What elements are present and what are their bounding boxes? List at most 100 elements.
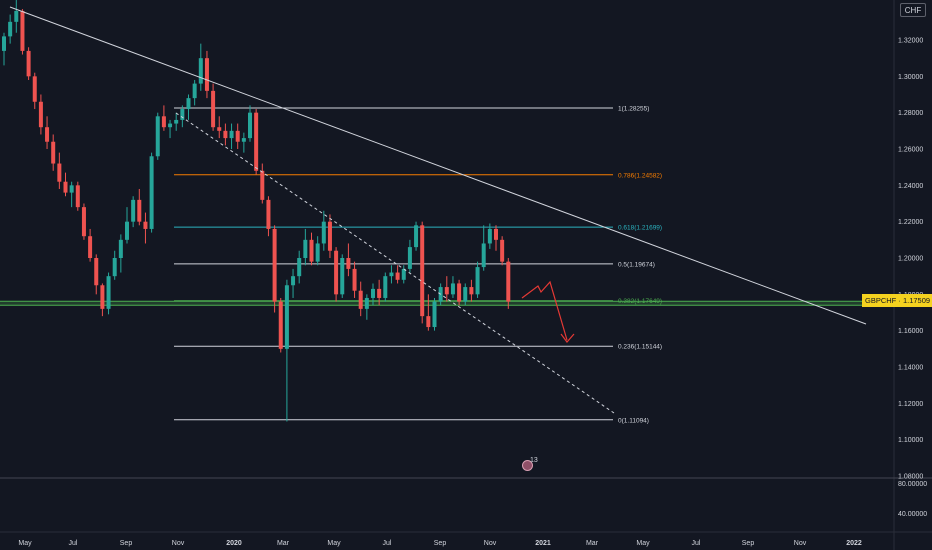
candle-body (432, 301, 437, 328)
time-axis-label: 2021 (535, 540, 551, 547)
price-axis-tick: 1.22000 (898, 219, 923, 226)
price-axis-tick: 1.26000 (898, 147, 923, 154)
candle-body (420, 225, 425, 317)
candle-body (100, 285, 105, 309)
candle-body (69, 185, 74, 193)
candle-body (192, 83, 197, 99)
price-axis-tick: 1.24000 (898, 183, 923, 190)
candle-body (414, 225, 419, 248)
resistance-trendline (9, 6, 867, 325)
candle-body (469, 287, 474, 295)
candle-body (334, 250, 339, 295)
time-axis-label: May (18, 540, 32, 547)
candle-body (8, 21, 13, 37)
time-axis-label: Nov (172, 540, 185, 547)
candle-body (125, 221, 129, 240)
candle-body (377, 288, 382, 298)
candle-body (457, 283, 462, 302)
fib-level-label: 1(1.28255) (618, 106, 649, 113)
candle-body (248, 112, 252, 139)
candle-body (278, 301, 283, 349)
projection-arrowhead (560, 333, 575, 343)
candle-body (198, 58, 203, 84)
indicator-axis-tick: 40.00000 (898, 511, 927, 518)
candle-body (426, 316, 431, 328)
candle-body (38, 101, 43, 128)
candle-body (327, 221, 332, 251)
time-axis-label: May (327, 540, 341, 547)
candle-body (81, 207, 86, 237)
price-axis-tick: 1.12000 (898, 401, 923, 408)
support-zone (0, 301, 894, 306)
fib-level-label: 0.236(1.15144) (618, 344, 662, 351)
time-axis-label: Sep (434, 540, 447, 547)
price-label-sep: · (898, 296, 903, 305)
time-axis-label: Jul (692, 540, 701, 547)
candle-body (352, 268, 357, 291)
candle-body (284, 285, 289, 349)
candle-body (401, 268, 406, 280)
candle-body (186, 98, 191, 110)
candle-body (506, 261, 511, 302)
event-count: 13 (530, 457, 538, 464)
candle-body (463, 287, 468, 302)
candle-body (32, 76, 37, 102)
time-axis-label: Jul (69, 540, 78, 547)
candle-body (204, 58, 209, 91)
candle-body (260, 170, 265, 200)
candle-body (51, 141, 56, 164)
candle-body (297, 258, 302, 277)
time-axis-label: Sep (120, 540, 133, 547)
candle-body (161, 116, 166, 128)
price-axis-tick: 1.08000 (898, 474, 923, 481)
candle-body (106, 276, 111, 309)
candle-body (180, 109, 185, 120)
candle-body (444, 287, 449, 295)
candle-body (229, 130, 234, 139)
candle-body (2, 36, 6, 51)
price-axis-tick: 1.10000 (898, 437, 923, 444)
candle-body (235, 130, 240, 142)
candle-body (20, 10, 25, 51)
time-axis-label: Mar (277, 540, 290, 547)
candle-body (303, 239, 308, 259)
price-axis-tick: 1.14000 (898, 365, 923, 372)
candle-body (450, 283, 455, 295)
dashed-trendline (175, 112, 615, 414)
currency-badge[interactable]: CHF (900, 3, 926, 17)
candle-body (500, 239, 505, 262)
price-label-symbol: GBPCHF (865, 296, 897, 305)
time-axis-label: Jul (383, 540, 392, 547)
current-price-label: GBPCHF · 1.17509 (862, 294, 932, 307)
candle-body (45, 127, 50, 142)
candle-body (371, 288, 375, 298)
fib-level-label: 0(1.11094) (618, 417, 649, 424)
candle-body (149, 156, 154, 229)
candle-body (137, 199, 142, 222)
candle-body (315, 243, 320, 262)
candle-body (112, 258, 117, 277)
time-axis-label: 2022 (846, 540, 862, 547)
candle-body (291, 276, 296, 286)
candle-body (131, 199, 136, 222)
price-axis-tick: 1.32000 (898, 38, 923, 45)
economic-event-icon[interactable] (522, 460, 533, 471)
candle-body (395, 272, 400, 280)
candle-body (26, 50, 31, 77)
candle-body (143, 221, 148, 229)
candle-body (168, 123, 173, 128)
candle-body (266, 199, 271, 229)
fib-level-label: 0.5(1.19674) (618, 261, 655, 268)
candle-body (272, 228, 277, 302)
time-axis-label: Nov (794, 540, 807, 547)
candle-body (94, 258, 99, 286)
candle-body (63, 181, 68, 193)
candle-body (407, 247, 412, 269)
projection-path (521, 280, 568, 341)
price-axis-tick: 1.20000 (898, 256, 923, 263)
candle-body (217, 127, 222, 131)
candle-body (75, 185, 80, 208)
candle-body (346, 258, 351, 269)
